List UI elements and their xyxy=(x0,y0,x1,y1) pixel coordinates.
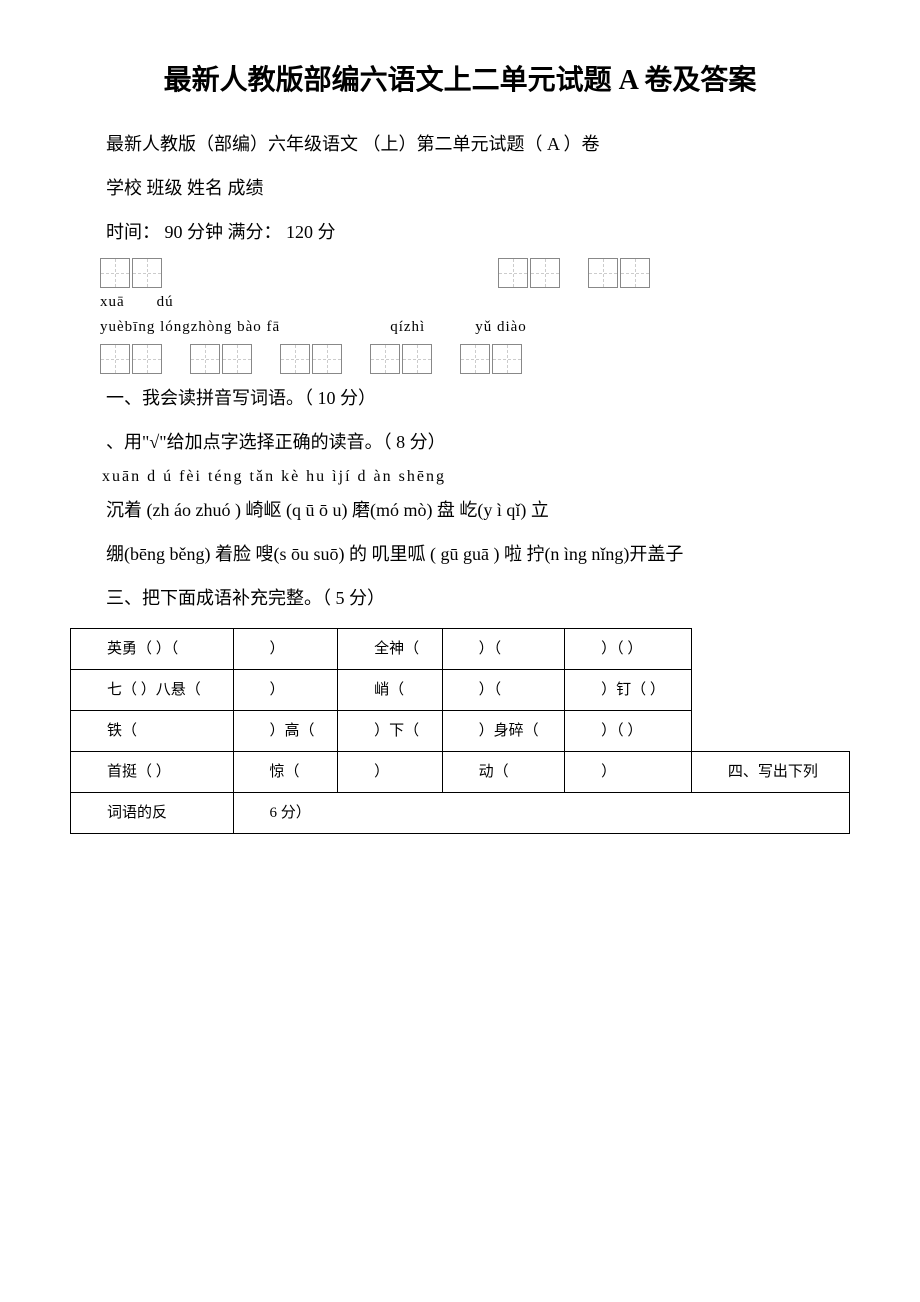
tianzi-box xyxy=(492,344,522,374)
table-cell: 6 分） xyxy=(233,793,850,834)
table-cell: 七（ ）八悬（ xyxy=(71,670,234,711)
table-cell: 四、写出下列 xyxy=(691,752,849,793)
table-row: 铁（ ）高（ ）下（ ）身碎（ ）（ ） xyxy=(71,711,850,752)
tianzi-box xyxy=(100,344,130,374)
tianzi-box xyxy=(312,344,342,374)
pinyin-group xyxy=(190,344,252,374)
tianzi-box xyxy=(402,344,432,374)
tianzi-box xyxy=(620,258,650,288)
table-cell: 动（ xyxy=(442,752,564,793)
tianzi-box xyxy=(222,344,252,374)
table-cell: ）（ xyxy=(442,629,564,670)
pinyin-group xyxy=(498,258,560,288)
tianzi-box xyxy=(370,344,400,374)
pinyin-row-2 xyxy=(100,344,850,374)
pinyin-line-3: xuān d ú fèi téng tǎn kè hu ìjí d àn shē… xyxy=(70,468,850,486)
pinyin-text: yuèbīng lóngzhòng bào fā xyxy=(100,319,280,336)
section-1-heading: 一、我会读拼音写词语。（ 10 分） xyxy=(70,380,850,416)
table-cell: ） xyxy=(233,629,338,670)
table-row: 英勇（ ）（ ） 全神（ ）（ ）（ ） xyxy=(71,629,850,670)
pinyin-group xyxy=(460,344,522,374)
page-title: 最新人教版部编六语文上二单元试题 A 卷及答案 xyxy=(70,60,850,102)
tianzi-box xyxy=(498,258,528,288)
table-cell: ）（ ） xyxy=(565,629,692,670)
table-cell: ） xyxy=(565,752,692,793)
tianzi-box xyxy=(280,344,310,374)
table-cell: 首挺（ ） xyxy=(71,752,234,793)
table-cell: ）下（ xyxy=(338,711,443,752)
table-row: 词语的反 6 分） xyxy=(71,793,850,834)
pinyin-text: qízhì xyxy=(390,319,425,336)
q2-line-1: 沉着 (zh áo zhuó ) 崎岖 (q ū ō u) 磨(mó mò) 盘… xyxy=(70,492,850,528)
tianzi-box xyxy=(100,258,130,288)
table-cell: 英勇（ ）（ xyxy=(71,629,234,670)
table-cell: ） xyxy=(233,670,338,711)
pinyin-group xyxy=(100,344,162,374)
tianzi-box xyxy=(132,344,162,374)
table-cell: 惊（ xyxy=(233,752,338,793)
info-line: 学校 班级 姓名 成绩 xyxy=(70,170,850,206)
table-cell: ）（ ） xyxy=(565,711,692,752)
pinyin-group xyxy=(588,258,650,288)
pinyin-label-row-2: yuèbīng lóngzhòng bào fā qízhì yǔ diào xyxy=(100,319,850,338)
tianzi-box xyxy=(132,258,162,288)
table-cell: 词语的反 xyxy=(71,793,234,834)
table-row: 七（ ）八悬（ ） 峭（ ）（ ）钉（ ） xyxy=(71,670,850,711)
section-3-heading: 三、把下面成语补充完整。（ 5 分） xyxy=(70,580,850,616)
pinyin-text: yǔ diào xyxy=(475,319,527,336)
pinyin-group xyxy=(370,344,432,374)
table-cell: ）高（ xyxy=(233,711,338,752)
q2-line-2: 绷(bēng běng) 着脸 嗖(s ōu suō) 的 叽里呱 ( gū g… xyxy=(70,536,850,572)
table-row: 首挺（ ） 惊（ ） 动（ ） 四、写出下列 xyxy=(71,752,850,793)
pinyin-group xyxy=(100,258,162,288)
tianzi-box xyxy=(588,258,618,288)
idiom-table: 英勇（ ）（ ） 全神（ ）（ ）（ ） 七（ ）八悬（ ） 峭（ ）（ ）钉（… xyxy=(70,628,850,834)
table-cell: ）身碎（ xyxy=(442,711,564,752)
table-cell: 铁（ xyxy=(71,711,234,752)
tianzi-box xyxy=(530,258,560,288)
time-line: 时间： 90 分钟 满分： 120 分 xyxy=(70,214,850,250)
pinyin-label-row: xuā dú xyxy=(100,294,850,313)
table-cell: ）钉（ ） xyxy=(565,670,692,711)
pinyin-text: xuān d ú fèi téng tǎn kè hu ìjí d àn shē… xyxy=(102,468,446,485)
section-2-heading: 、用"√"给加点字选择正确的读音。（ 8 分） xyxy=(70,424,850,460)
table-cell: 全神（ xyxy=(338,629,443,670)
table-cell: ） xyxy=(338,752,443,793)
tianzi-box xyxy=(190,344,220,374)
pinyin-row-1 xyxy=(100,258,850,288)
table-cell: ）（ xyxy=(442,670,564,711)
tianzi-box xyxy=(460,344,490,374)
pinyin-text: dú xyxy=(157,294,174,311)
subtitle: 最新人教版（部编）六年级语文 （上）第二单元试题（ A ）卷 xyxy=(70,126,850,162)
table-cell: 峭（ xyxy=(338,670,443,711)
pinyin-text: xuā xyxy=(100,294,125,311)
pinyin-group xyxy=(280,344,342,374)
